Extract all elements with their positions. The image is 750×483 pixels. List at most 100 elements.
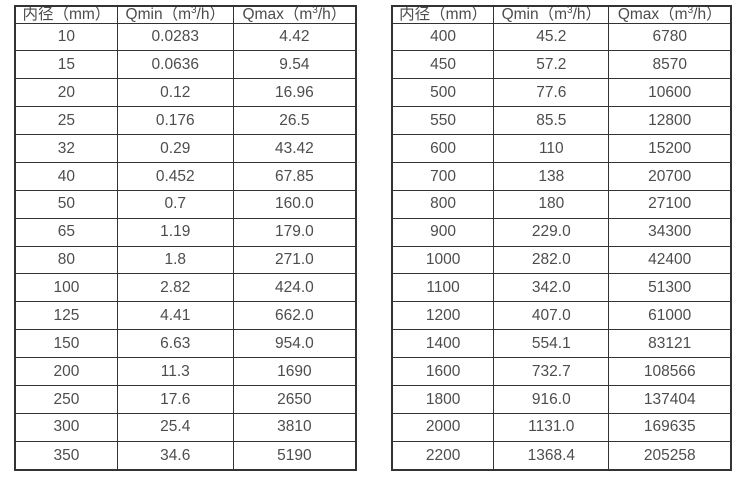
qmax-cell: 20700	[608, 161, 732, 191]
qmin-cell: 0.0636	[116, 50, 234, 80]
flow-rate-table-large-diameters: 内径（mm） Qmin（m3/h） Qmax（m3/h） 400 45.2 6780 45…	[391, 5, 732, 471]
table-row: 300 25.4 3810	[14, 412, 357, 442]
diameter-cell: 25	[14, 106, 118, 135]
diameter-cell: 1800	[391, 384, 495, 414]
table-row: 800 180 27100	[391, 189, 732, 219]
qmin-cell: 77.6	[493, 78, 610, 108]
column-header-0: 内径（mm）	[391, 5, 495, 24]
diameter-cell: 50	[14, 189, 118, 219]
table-row: 10 0.0283 4.42	[14, 22, 357, 52]
qmax-cell: 271.0	[232, 245, 357, 275]
table-row: 200 11.3 1690	[14, 357, 357, 386]
qmin-cell: 34.6	[116, 440, 234, 471]
header-row: 内径（mm） Qmin（m3/h） Qmax（m3/h）	[14, 5, 357, 24]
qmin-cell: 0.7	[116, 189, 234, 219]
diameter-cell: 20	[14, 78, 118, 108]
table-row: 1000 282.0 42400	[391, 245, 732, 275]
table-header-row: 内径（mm） Qmin（m3/h） Qmax（m3/h）	[391, 5, 732, 24]
qmax-cell: 9.54	[232, 50, 357, 80]
table-row: 2000 1131.0 169635	[391, 412, 732, 442]
table-row: 150 6.63 954.0	[14, 329, 357, 358]
table-row: 1200 407.0 61000	[391, 301, 732, 331]
diameter-cell: 100	[14, 273, 118, 303]
qmin-cell: 342.0	[493, 273, 610, 303]
qmin-cell: 2.82	[116, 273, 234, 303]
qmin-cell: 0.176	[116, 106, 234, 135]
table-row: 1100 342.0 51300	[391, 273, 732, 303]
table-row: 450 57.2 8570	[391, 50, 732, 80]
table-row: 25 0.176 26.5	[14, 106, 357, 135]
qmin-cell: 25.4	[116, 412, 234, 442]
diameter-cell: 80	[14, 245, 118, 275]
qmax-cell: 137404	[608, 384, 732, 414]
diameter-cell: 1000	[391, 245, 495, 275]
qmin-cell: 732.7	[493, 357, 610, 386]
table-row: 80 1.8 271.0	[14, 245, 357, 275]
qmax-cell: 424.0	[232, 273, 357, 303]
diameter-cell: 1100	[391, 273, 495, 303]
diameter-cell: 600	[391, 134, 495, 163]
table-row: 1800 916.0 137404	[391, 384, 732, 414]
qmax-cell: 5190	[232, 440, 357, 471]
table-row: 32 0.29 43.42	[14, 134, 357, 163]
qmin-cell: 17.6	[116, 384, 234, 414]
table-row: 2200 1368.4 205258	[391, 440, 732, 471]
table-row: 400 45.2 6780	[391, 22, 732, 52]
table-body: 400 45.2 6780 450 57.2 8570 500 77.6 10600 550 85.…	[391, 22, 732, 471]
qmax-cell: 16.96	[232, 78, 357, 108]
diameter-cell: 550	[391, 106, 495, 135]
diameter-cell: 125	[14, 301, 118, 331]
qmax-cell: 10600	[608, 78, 732, 108]
diameter-cell: 2000	[391, 412, 495, 442]
diameter-cell: 65	[14, 217, 118, 247]
table-row: 550 85.5 12800	[391, 106, 732, 135]
qmax-cell: 12800	[608, 106, 732, 135]
qmax-cell: 4.42	[232, 22, 357, 52]
qmax-cell: 83121	[608, 329, 732, 358]
qmax-cell: 61000	[608, 301, 732, 331]
qmax-cell: 42400	[608, 245, 732, 275]
table-row: 1400 554.1 83121	[391, 329, 732, 358]
table-row: 15 0.0636 9.54	[14, 50, 357, 80]
qmax-cell: 6780	[608, 22, 732, 52]
diameter-cell: 700	[391, 161, 495, 191]
diameter-cell: 1200	[391, 301, 495, 331]
table-row: 700 138 20700	[391, 161, 732, 191]
diameter-cell: 300	[14, 412, 118, 442]
diameter-cell: 150	[14, 329, 118, 358]
diameter-cell: 1400	[391, 329, 495, 358]
column-header-0: 内径（mm）	[14, 5, 118, 24]
column-header-2: Qmax（m3/h）	[608, 5, 732, 24]
table-body: 10 0.0283 4.42 15 0.0636 9.54 20 0.12 16.96 25 0.1…	[14, 22, 357, 471]
qmax-cell: 67.85	[232, 161, 357, 191]
qmax-cell: 8570	[608, 50, 732, 80]
qmin-cell: 282.0	[493, 245, 610, 275]
qmax-cell: 954.0	[232, 329, 357, 358]
qmin-cell: 0.12	[116, 78, 234, 108]
diameter-cell: 200	[14, 357, 118, 386]
table-row: 1600 732.7 108566	[391, 357, 732, 386]
qmax-cell: 27100	[608, 189, 732, 219]
qmax-cell: 26.5	[232, 106, 357, 135]
qmax-cell: 51300	[608, 273, 732, 303]
qmax-cell: 160.0	[232, 189, 357, 219]
qmin-cell: 85.5	[493, 106, 610, 135]
diameter-cell: 500	[391, 78, 495, 108]
diameter-cell: 10	[14, 22, 118, 52]
qmin-cell: 1.8	[116, 245, 234, 275]
qmin-cell: 916.0	[493, 384, 610, 414]
qmin-cell: 1368.4	[493, 440, 610, 471]
qmax-cell: 108566	[608, 357, 732, 386]
qmax-cell: 662.0	[232, 301, 357, 331]
qmax-cell: 43.42	[232, 134, 357, 163]
qmax-cell: 3810	[232, 412, 357, 442]
flow-rate-table-small-diameters: 内径（mm） Qmin（m3/h） Qmax（m3/h） 10 0.0283 4.42 1…	[14, 5, 357, 471]
qmax-cell: 169635	[608, 412, 732, 442]
table-row: 50 0.7 160.0	[14, 189, 357, 219]
qmin-cell: 45.2	[493, 22, 610, 52]
diameter-cell: 1600	[391, 357, 495, 386]
table-row: 40 0.452 67.85	[14, 161, 357, 191]
column-header-1: Qmin（m3/h）	[116, 5, 234, 24]
column-header-2: Qmax（m3/h）	[232, 5, 357, 24]
